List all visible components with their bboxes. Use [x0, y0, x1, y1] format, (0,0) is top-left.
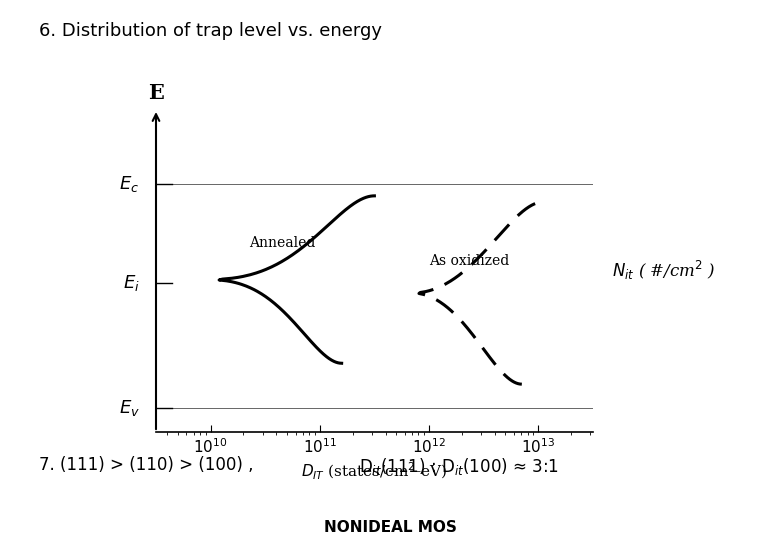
Text: $E_i$: $E_i$ — [122, 273, 140, 293]
Text: E: E — [148, 83, 164, 103]
Text: 7. (111) > (110) > (100) ,: 7. (111) > (110) > (100) , — [39, 456, 254, 474]
Text: $N_{it}$ ( #/cm$^{2}$ ): $N_{it}$ ( #/cm$^{2}$ ) — [612, 259, 716, 281]
Text: $E_c$: $E_c$ — [119, 174, 140, 194]
Text: As oxidized: As oxidized — [429, 254, 509, 268]
Text: $E_v$: $E_v$ — [119, 398, 140, 418]
X-axis label: $D_{IT}$ (states/cm$^2$-eV): $D_{IT}$ (states/cm$^2$-eV) — [301, 461, 448, 482]
Text: NONIDEAL MOS: NONIDEAL MOS — [324, 519, 456, 535]
Text: D$_{it}$(111) : D$_{it}$(100) ≈ 3:1: D$_{it}$(111) : D$_{it}$(100) ≈ 3:1 — [359, 456, 558, 477]
Text: Annealed: Annealed — [249, 235, 315, 249]
Text: 6. Distribution of trap level vs. energy: 6. Distribution of trap level vs. energy — [39, 22, 382, 39]
